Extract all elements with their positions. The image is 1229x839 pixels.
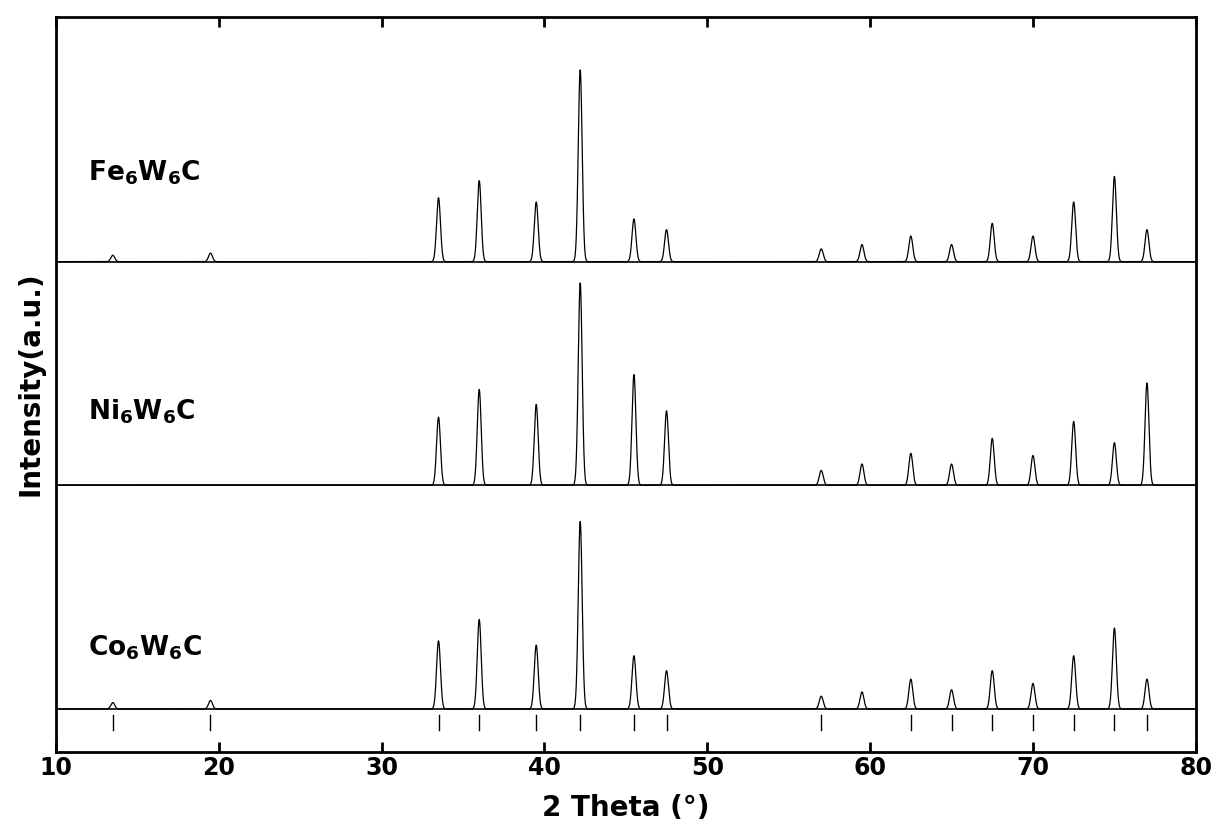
- Text: $\mathregular{Ni_6W_6C}$: $\mathregular{Ni_6W_6C}$: [88, 397, 195, 425]
- Text: $\mathregular{Fe_6W_6C}$: $\mathregular{Fe_6W_6C}$: [88, 159, 200, 187]
- X-axis label: 2 Theta (°): 2 Theta (°): [542, 795, 709, 822]
- Y-axis label: Intensity(a.u.): Intensity(a.u.): [17, 272, 44, 497]
- Text: $\mathregular{Co_6W_6C}$: $\mathregular{Co_6W_6C}$: [88, 633, 203, 662]
